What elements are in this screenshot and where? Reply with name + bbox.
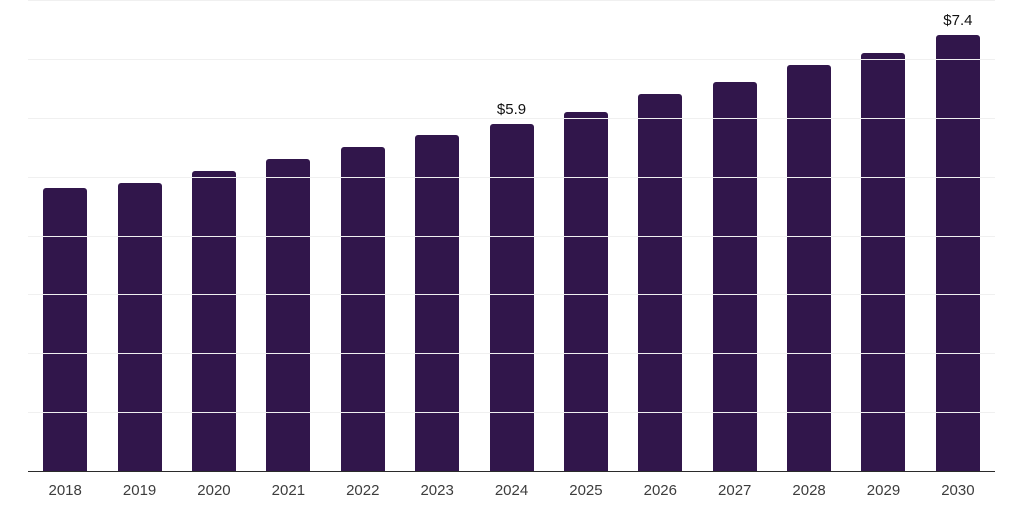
x-tick-2028: 2028 [792,482,826,499]
data-label-2024: $5.9 [496,100,527,118]
gridline [28,0,995,1]
bar-2023 [415,135,460,471]
x-tick-2022: 2022 [346,482,380,499]
x-tick-2021: 2021 [271,482,306,499]
bar-slot-2022 [326,0,400,471]
x-tick-2030: 2030 [941,482,975,499]
bar-slot-2020 [177,0,251,471]
gridline [28,294,995,296]
x-tick-2026: 2026 [643,482,677,499]
bar-slot-2019 [102,0,176,471]
gridline [28,353,995,355]
bar-2026 [638,94,683,471]
bars-container: $5.9 $7.4 [28,0,995,471]
bar-2021 [266,158,311,471]
x-tick-2027: 2027 [718,482,752,499]
x-tick-2018: 2018 [48,482,82,499]
bar-2019 [117,182,162,471]
x-tick-2019: 2019 [122,482,157,499]
bar-2020 [191,170,236,471]
x-tick-2024: 2024 [494,482,529,499]
bar-slot-2030: $7.4 [921,0,995,471]
bar-2022 [340,147,385,471]
bar-slot-2023 [400,0,474,471]
bar-2018 [43,188,88,471]
x-axis-labels: 2018 2019 2020 2021 2022 2023 2024 2025 2026 2027… [28,480,995,501]
bar-slot-2026 [623,0,697,471]
bar-slot-2028 [772,0,846,471]
bar-2028 [787,64,832,471]
data-label-2030: $7.4 [943,12,973,30]
bar-2030 [935,35,980,471]
bar-2029 [861,53,906,471]
x-tick-2025: 2025 [569,482,603,499]
x-tick-2020: 2020 [197,482,231,499]
gridline [28,117,995,119]
bar-2025 [563,111,608,471]
gridline [28,412,995,414]
gridline [28,235,995,237]
gridline [28,176,995,178]
gridline [28,58,995,60]
x-tick-2029: 2029 [866,482,901,499]
bar-slot-2027 [698,0,772,471]
bar-slot-2029 [846,0,920,471]
plot-area: $5.9 $7.4 [28,0,995,472]
bar-slot-2021 [251,0,325,471]
x-tick-2023: 2023 [420,482,454,499]
bar-2027 [712,82,757,471]
bar-slot-2025 [549,0,623,471]
